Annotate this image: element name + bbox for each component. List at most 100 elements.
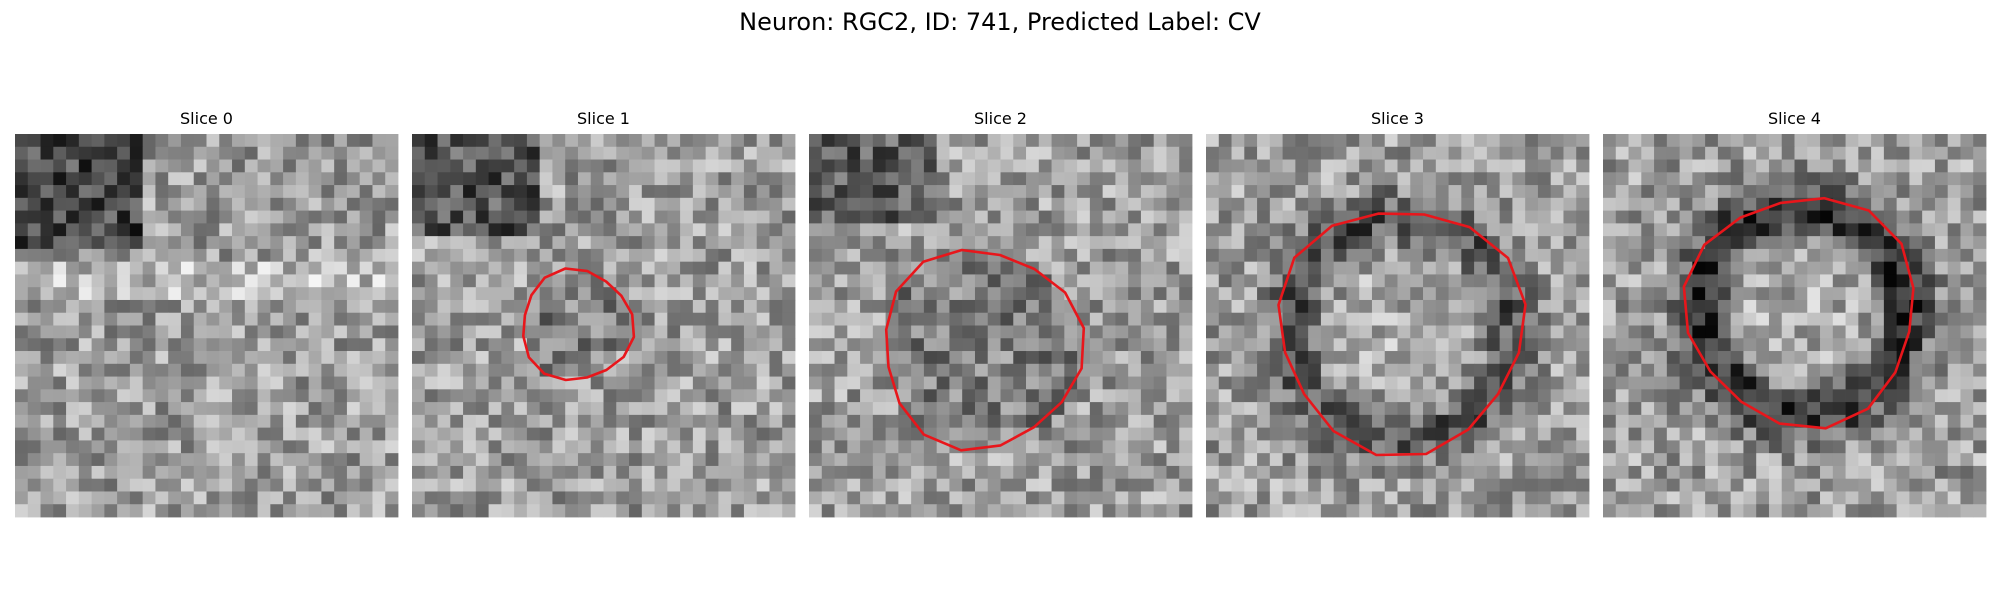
pixel bbox=[526, 197, 541, 211]
pixel bbox=[1064, 172, 1078, 186]
pixel bbox=[1768, 389, 1783, 403]
pixel bbox=[782, 197, 796, 211]
pixel bbox=[1922, 299, 1936, 314]
pixel bbox=[769, 274, 783, 288]
pixel bbox=[923, 146, 938, 160]
pixel bbox=[1410, 363, 1424, 377]
pixel bbox=[629, 465, 643, 480]
pixel bbox=[437, 134, 451, 148]
pixel bbox=[1743, 363, 1757, 377]
pixel bbox=[270, 172, 284, 186]
pixel bbox=[1781, 134, 1795, 148]
pixel bbox=[1244, 491, 1258, 505]
pixel bbox=[1947, 223, 1961, 237]
pixel bbox=[1781, 287, 1795, 301]
pixel bbox=[295, 134, 310, 148]
pixel bbox=[1359, 414, 1373, 429]
pixel bbox=[15, 287, 29, 301]
pixel bbox=[603, 236, 617, 250]
pixel bbox=[1883, 261, 1898, 275]
pixel bbox=[1038, 491, 1052, 505]
pixel bbox=[1206, 172, 1220, 186]
pixel bbox=[565, 223, 579, 237]
pixel bbox=[232, 427, 246, 441]
pixel bbox=[1615, 325, 1629, 339]
pixel bbox=[1269, 274, 1283, 288]
pixel bbox=[756, 389, 770, 403]
pixel bbox=[860, 338, 874, 352]
pixel bbox=[680, 197, 694, 211]
pixel bbox=[834, 478, 848, 492]
pixel bbox=[1603, 287, 1617, 301]
pixel bbox=[1871, 248, 1885, 263]
pixel bbox=[104, 376, 118, 390]
pixel bbox=[283, 325, 297, 339]
pixel bbox=[1730, 248, 1744, 263]
pixel bbox=[1743, 172, 1757, 186]
pixel bbox=[40, 376, 54, 390]
pixel bbox=[629, 185, 643, 199]
pixel bbox=[1576, 363, 1590, 377]
pixel bbox=[180, 491, 195, 505]
pixel bbox=[1615, 465, 1629, 480]
pixel bbox=[463, 376, 477, 390]
pixel bbox=[565, 504, 579, 518]
pixel bbox=[501, 134, 515, 148]
pixel bbox=[78, 440, 92, 454]
pixel bbox=[117, 325, 131, 339]
pixel bbox=[1512, 491, 1526, 505]
pixel bbox=[949, 223, 963, 237]
pixel bbox=[1973, 465, 1987, 480]
pixel bbox=[1499, 223, 1513, 237]
pixel bbox=[629, 376, 643, 390]
pixel bbox=[412, 236, 426, 250]
pixel bbox=[1820, 465, 1834, 480]
pixel bbox=[1973, 248, 1987, 263]
pixel bbox=[1115, 287, 1129, 301]
pixel bbox=[1397, 134, 1411, 148]
pixel bbox=[782, 185, 796, 199]
pixel bbox=[667, 414, 681, 429]
pixel bbox=[1461, 210, 1475, 224]
pixel bbox=[1537, 363, 1552, 377]
pixel bbox=[232, 478, 246, 492]
pixel bbox=[412, 465, 426, 480]
pixel bbox=[1973, 197, 1987, 211]
pixel bbox=[1371, 325, 1386, 339]
pixel bbox=[1717, 134, 1732, 148]
pixel bbox=[654, 274, 668, 288]
pixel bbox=[1179, 299, 1193, 314]
pixel bbox=[206, 261, 220, 275]
pixel bbox=[1206, 504, 1220, 518]
pixel bbox=[206, 504, 220, 518]
pixel bbox=[718, 414, 732, 429]
pixel bbox=[180, 478, 195, 492]
pixel bbox=[15, 185, 29, 199]
pixel bbox=[1140, 491, 1155, 505]
pixel bbox=[1871, 185, 1885, 199]
pixel bbox=[1909, 414, 1923, 429]
pixel bbox=[1960, 146, 1974, 160]
pixel bbox=[1666, 504, 1680, 518]
pixel bbox=[308, 312, 322, 326]
pixel bbox=[308, 363, 322, 377]
pixel bbox=[1166, 504, 1180, 518]
pixel bbox=[705, 312, 719, 326]
pixel bbox=[1423, 338, 1437, 352]
pixel bbox=[463, 223, 477, 237]
pixel bbox=[962, 287, 976, 301]
pixel bbox=[1486, 414, 1501, 429]
pixel bbox=[321, 274, 335, 288]
pixel bbox=[962, 402, 976, 416]
pixel bbox=[1807, 159, 1821, 173]
pixel bbox=[1140, 338, 1155, 352]
pixel bbox=[1218, 402, 1232, 416]
pixel bbox=[295, 236, 310, 250]
pixel bbox=[987, 274, 1001, 288]
pixel bbox=[1269, 223, 1283, 237]
pixel bbox=[923, 363, 938, 377]
pixel bbox=[641, 351, 655, 365]
pixel bbox=[1295, 478, 1309, 492]
pixel bbox=[821, 210, 835, 224]
pixel bbox=[577, 210, 592, 224]
